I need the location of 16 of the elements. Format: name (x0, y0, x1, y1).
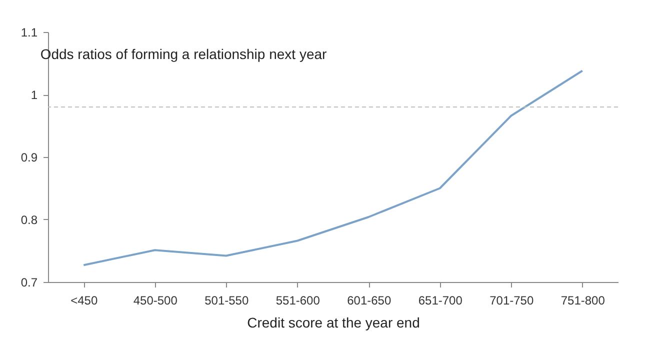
x-tick-label: 701-750 (490, 294, 534, 308)
x-tick-label: 450-500 (133, 294, 178, 308)
y-tick-label: 0.7 (20, 276, 38, 290)
x-tick-label: 551-600 (276, 294, 320, 308)
x-tick-label: 651-700 (418, 294, 463, 308)
y-tick-label: 1.1 (20, 26, 38, 40)
x-tick-label: 601-650 (347, 294, 392, 308)
line-series (82, 70, 584, 266)
y-tick-label: 1 (30, 88, 38, 102)
y-tick-label: 0.8 (20, 213, 38, 227)
x-tick-label: 751-800 (560, 294, 606, 308)
x-tick-label: <450 (70, 294, 98, 308)
x-axis-title: Credit score at the year end (247, 314, 420, 330)
y-tick-label: 0.9 (20, 150, 38, 164)
text: Odds ratios of forming a relationship next year (40, 46, 328, 62)
x-tick-label: 501-550 (204, 294, 249, 308)
